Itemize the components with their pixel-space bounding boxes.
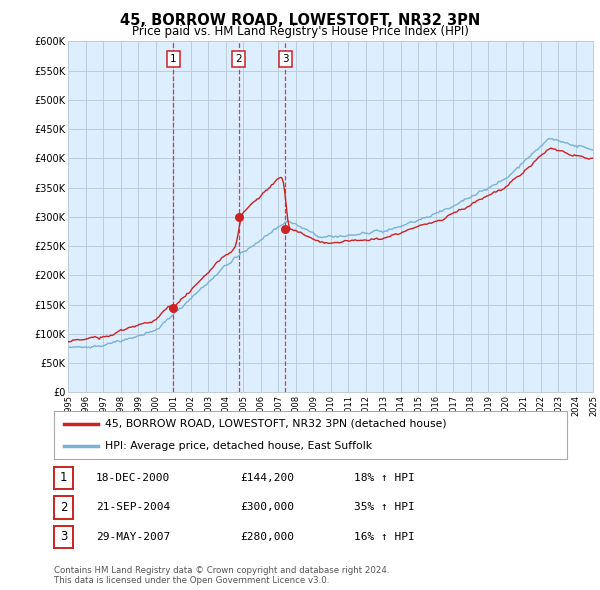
Text: 1: 1 <box>60 471 67 484</box>
Text: 3: 3 <box>60 530 67 543</box>
Text: 21-SEP-2004: 21-SEP-2004 <box>96 503 170 512</box>
Text: 2: 2 <box>60 501 67 514</box>
Text: Contains HM Land Registry data © Crown copyright and database right 2024.: Contains HM Land Registry data © Crown c… <box>54 566 389 575</box>
Text: 2: 2 <box>235 54 242 64</box>
Text: 1: 1 <box>170 54 177 64</box>
Text: £144,200: £144,200 <box>240 473 294 483</box>
Text: £300,000: £300,000 <box>240 503 294 512</box>
Text: 45, BORROW ROAD, LOWESTOFT, NR32 3PN (detached house): 45, BORROW ROAD, LOWESTOFT, NR32 3PN (de… <box>106 419 447 429</box>
Text: 18-DEC-2000: 18-DEC-2000 <box>96 473 170 483</box>
Text: Price paid vs. HM Land Registry's House Price Index (HPI): Price paid vs. HM Land Registry's House … <box>131 25 469 38</box>
Text: This data is licensed under the Open Government Licence v3.0.: This data is licensed under the Open Gov… <box>54 576 329 585</box>
Text: 3: 3 <box>282 54 289 64</box>
Text: 18% ↑ HPI: 18% ↑ HPI <box>354 473 415 483</box>
Text: 16% ↑ HPI: 16% ↑ HPI <box>354 532 415 542</box>
Text: 29-MAY-2007: 29-MAY-2007 <box>96 532 170 542</box>
Text: HPI: Average price, detached house, East Suffolk: HPI: Average price, detached house, East… <box>106 441 373 451</box>
Text: 35% ↑ HPI: 35% ↑ HPI <box>354 503 415 512</box>
Text: 45, BORROW ROAD, LOWESTOFT, NR32 3PN: 45, BORROW ROAD, LOWESTOFT, NR32 3PN <box>120 13 480 28</box>
Text: £280,000: £280,000 <box>240 532 294 542</box>
